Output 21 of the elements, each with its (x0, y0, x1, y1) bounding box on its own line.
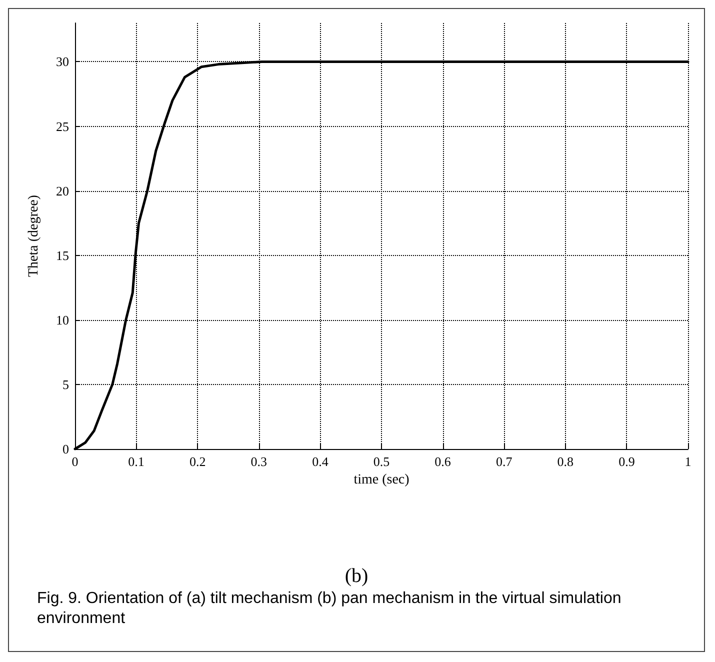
x-tick-label: 0.4 (312, 454, 329, 469)
x-tick-label: 0.6 (434, 454, 452, 469)
text: (b) (344, 565, 368, 587)
y-tick-label: 15 (56, 248, 69, 263)
y-tick-label: 20 (56, 183, 69, 198)
x-tick-label: 0.9 (618, 454, 635, 469)
x-tick-label: 1 (684, 454, 692, 469)
y-axis-title: Theta (degree) (26, 194, 42, 277)
y-tick-label: 0 (62, 442, 69, 456)
x-tick-label: 0.1 (128, 454, 144, 469)
y-tick-label: 10 (56, 312, 69, 328)
x-tick-label: 0.7 (496, 454, 513, 469)
y-tick-label: 25 (56, 118, 69, 134)
y-tick-label: 30 (56, 54, 69, 70)
y-tick-label: 5 (62, 376, 69, 392)
x-tick-label: 0.2 (189, 454, 206, 469)
x-axis-title: time (sec) (354, 472, 410, 488)
x-tick-label: 0.5 (373, 454, 390, 469)
x-tick-label: 0.8 (557, 454, 574, 469)
caption: Fig. 9. Orientation of (a) tilt mechanism (b) pan mechanism in the virtual simulation environment (37, 589, 622, 629)
x-tick-label: 0.3 (250, 454, 268, 469)
